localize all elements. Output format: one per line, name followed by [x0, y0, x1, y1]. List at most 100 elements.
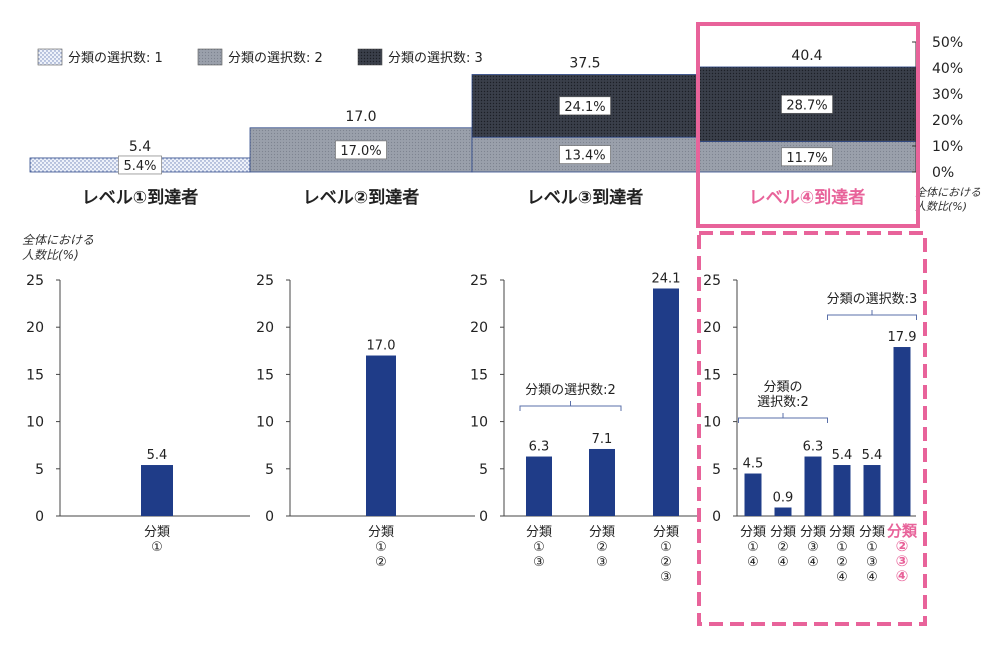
panel-y-tick-label: 0 — [265, 509, 274, 525]
legend-label: 分類の選択数: 1 — [68, 51, 163, 66]
panel-category-label-line: ④ — [807, 555, 819, 570]
panel-category-label-line: 分類 — [859, 525, 885, 540]
panel-category-label-line: 分類 — [800, 525, 826, 540]
legend-swatch — [197, 48, 223, 66]
segment-label: 28.7% — [786, 98, 827, 113]
panel-category-label-line: ② — [660, 555, 672, 570]
panel-y-axis-title-line: 全体における — [22, 233, 94, 247]
panel-y-tick-label: 15 — [703, 367, 721, 383]
bracket-label: 分類の選択数:3 — [827, 292, 918, 307]
category-label: レベル④到達者 — [749, 187, 865, 208]
stack-total: 40.4 — [791, 48, 822, 64]
panel-bar — [744, 473, 762, 516]
panel-y-tick-label: 5 — [265, 462, 274, 478]
panel-bar-value: 5.4 — [147, 448, 168, 463]
category-label: レベル②到達者 — [303, 187, 419, 208]
panel-bar — [804, 456, 822, 516]
panel-category-label-line: ② — [777, 540, 789, 555]
panel-category-label-line: 分類 — [368, 525, 394, 540]
bracket-label-line: 分類の — [763, 380, 802, 395]
segment-label-box — [335, 140, 387, 160]
bracket-label-line: 分類の選択数:2 — [525, 383, 616, 398]
panel-y-tick-label: 25 — [470, 273, 488, 289]
panel-y-tick-label: 15 — [470, 367, 488, 383]
panel-category-label-line: ④ — [747, 555, 759, 570]
panel-bar — [833, 465, 851, 516]
panel-bar-value: 17.9 — [888, 330, 917, 345]
panel-category-label-line: ③ — [660, 570, 672, 585]
y-tick-label: 50% — [932, 35, 963, 51]
panel-category-label-line: ③ — [807, 540, 819, 555]
legend-swatch — [37, 48, 63, 66]
legend: 分類の選択数: 1 分類の選択数: 2 分類の選択数: 3 — [37, 48, 483, 66]
category-label: レベル③到達者 — [527, 187, 643, 208]
y-axis-title-line: 人数比(%) — [915, 200, 967, 213]
segment-label: 5.4% — [123, 159, 156, 174]
bracket-line — [738, 413, 828, 423]
segment-label: 11.7% — [786, 151, 827, 166]
stack-total: 5.4 — [129, 139, 151, 155]
stack-total: 17.0 — [345, 109, 376, 125]
stack-total: 37.5 — [569, 56, 600, 72]
panel-bar-value: 7.1 — [592, 432, 613, 447]
panel-category-label-line: ③ — [866, 555, 878, 570]
stacked-segment — [471, 74, 699, 138]
stacked-segment — [249, 127, 473, 173]
panel-category-label-line: 分類 — [887, 522, 918, 540]
category-label: レベル①到達者 — [82, 187, 198, 208]
panel-y-tick-label: 20 — [703, 320, 721, 336]
panel-y-tick-label: 0 — [479, 509, 488, 525]
panel-category-label-line: 分類 — [740, 525, 766, 540]
panel-y-tick-label: 10 — [703, 415, 721, 431]
y-tick-label: 40% — [932, 61, 963, 77]
panel-category-label-line: 分類 — [589, 525, 615, 540]
highlight-frame-dashed — [697, 231, 927, 626]
panel-bar-value: 24.1 — [652, 271, 681, 286]
stacked-chart: 5.4% 5.4 レベル①到達者 17.0% 17.0 レベル②到達者 13.4% 24.1%… — [29, 35, 981, 213]
bracket-line — [519, 401, 622, 411]
panel-bar — [366, 355, 396, 516]
legend-swatch — [357, 48, 383, 66]
panel-bar-value: 5.4 — [862, 448, 883, 463]
bracket-label-line: 分類の選択数:3 — [827, 292, 918, 307]
panel-category-label-line: 分類 — [770, 525, 796, 540]
panel-category-label-line: ④ — [896, 567, 909, 585]
panel-y-tick-label: 10 — [26, 415, 44, 431]
panel-bar-value: 6.3 — [803, 440, 824, 455]
panel-category-label-line: ② — [596, 540, 608, 555]
panel-bar — [653, 288, 679, 516]
panel-category-label-line: ① — [533, 540, 545, 555]
panel-category-label-line: ③ — [596, 555, 608, 570]
level-panels: 05101520255.4分類①全体における人数比(%)051015202517… — [22, 233, 918, 585]
panel-category-label-line: ② — [375, 555, 387, 570]
panel-y-tick-label: 15 — [256, 367, 274, 383]
segment-label: 13.4% — [564, 149, 605, 164]
panel-y-tick-label: 5 — [35, 462, 44, 478]
panel-bar-value: 17.0 — [367, 339, 396, 354]
panel-bar — [863, 465, 881, 516]
panel-y-tick-label: 0 — [35, 509, 44, 525]
segment-label-box — [781, 94, 833, 114]
segment-label: 24.1% — [564, 100, 605, 115]
panel-category-label: 分類① — [144, 525, 170, 555]
panel-category-label-line: ① — [375, 540, 387, 555]
panel-category-label-line: ① — [866, 540, 878, 555]
panel-category-label-line: ① — [836, 540, 848, 555]
panel-category-label-line: ② — [836, 555, 848, 570]
panel-category-label-line: 分類 — [144, 525, 170, 540]
panel-category-label-line: ③ — [533, 555, 545, 570]
panel-category-label-line: ④ — [866, 570, 878, 585]
panel-y-tick-label: 25 — [256, 273, 274, 289]
panel-y-tick-label: 20 — [26, 320, 44, 336]
